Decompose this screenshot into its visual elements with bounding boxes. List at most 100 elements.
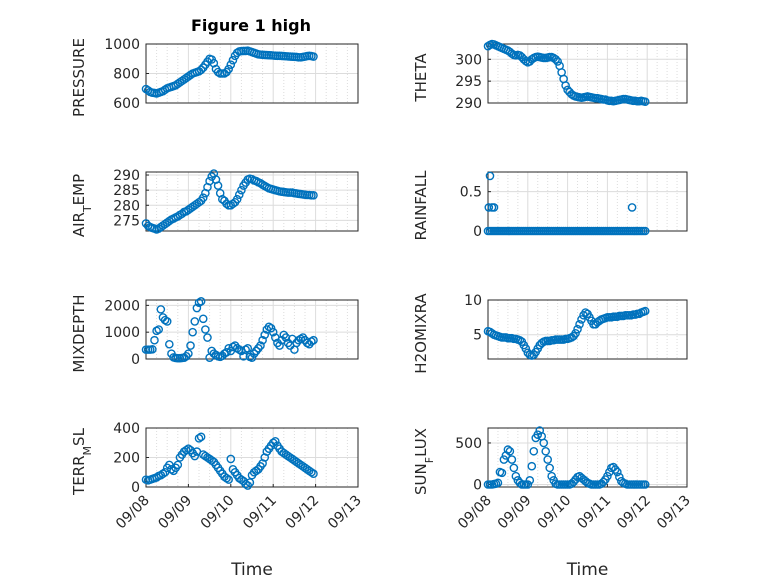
data-point bbox=[256, 178, 265, 188]
data-point bbox=[307, 467, 316, 477]
data-series bbox=[483, 306, 650, 360]
data-series bbox=[141, 297, 318, 363]
data-series bbox=[483, 171, 650, 236]
data-point bbox=[505, 446, 515, 456]
data-point bbox=[268, 327, 278, 337]
data-point bbox=[218, 194, 227, 204]
data-point bbox=[615, 472, 624, 482]
data-point bbox=[485, 171, 495, 181]
y-tick-label: 2000 bbox=[104, 298, 140, 314]
data-point bbox=[177, 209, 187, 219]
data-point bbox=[162, 317, 172, 326]
y-axis-label: TERRMSL bbox=[70, 427, 94, 496]
data-point bbox=[173, 212, 183, 221]
data-point bbox=[222, 473, 231, 483]
axes-box bbox=[145, 171, 359, 232]
data-point bbox=[309, 190, 318, 200]
y-axis-label: MIXDEPTH bbox=[70, 294, 88, 372]
data-point bbox=[527, 461, 537, 471]
data-point bbox=[484, 203, 494, 212]
y-tick-label: 200 bbox=[113, 451, 140, 467]
data-point bbox=[186, 341, 195, 350]
data-point bbox=[196, 65, 206, 75]
data-point bbox=[167, 464, 176, 474]
data-point bbox=[577, 315, 586, 324]
data-series bbox=[141, 432, 318, 490]
data-point bbox=[184, 349, 193, 358]
y-tick-label: 290 bbox=[455, 96, 482, 112]
y-axis-label: SUNFLUX bbox=[412, 428, 436, 495]
data-point bbox=[190, 451, 200, 461]
data-point bbox=[198, 193, 208, 203]
x-axis-label: Time bbox=[230, 560, 273, 580]
data-point bbox=[260, 330, 270, 340]
data-point bbox=[541, 446, 551, 456]
data-point bbox=[194, 434, 204, 443]
y-tick-label: 0 bbox=[131, 480, 140, 496]
data-point bbox=[545, 463, 554, 473]
y-tick-label: 1000 bbox=[104, 325, 140, 341]
data-point bbox=[493, 478, 503, 488]
data-point bbox=[309, 335, 318, 345]
data-point bbox=[148, 345, 157, 354]
data-point bbox=[499, 455, 509, 464]
data-point bbox=[196, 432, 206, 442]
y-axis-label-tail: EMP bbox=[70, 174, 88, 205]
subplot-theta: 290 295 300 THETA bbox=[412, 39, 688, 112]
subplot-pressure: 600 800 1000 PRESSURE bbox=[70, 37, 359, 117]
y-tick-label: 280 bbox=[113, 198, 140, 214]
data-point bbox=[194, 197, 204, 207]
data-point bbox=[551, 54, 560, 64]
data-point bbox=[258, 335, 267, 345]
y-tick-label: 275 bbox=[113, 213, 140, 229]
data-point bbox=[154, 325, 164, 334]
data-point bbox=[237, 475, 246, 484]
data-point bbox=[188, 327, 197, 337]
axes-box bbox=[145, 299, 359, 360]
y-tick-label: 295 bbox=[455, 74, 482, 90]
y-tick-label: 0 bbox=[131, 352, 140, 368]
data-point bbox=[203, 333, 212, 342]
data-point bbox=[196, 297, 206, 306]
data-point bbox=[271, 436, 280, 446]
data-point bbox=[543, 455, 553, 464]
y-tick-label: 10 bbox=[464, 293, 482, 309]
data-point bbox=[222, 199, 231, 209]
data-point bbox=[523, 480, 533, 489]
data-point bbox=[165, 339, 174, 349]
data-point bbox=[228, 55, 238, 65]
data-point bbox=[535, 426, 545, 435]
data-point bbox=[243, 343, 253, 353]
data-point bbox=[224, 475, 233, 484]
y-tick-label: 285 bbox=[113, 183, 140, 199]
subplot-rainfall: 0 0.5 RAINFALL bbox=[412, 170, 688, 240]
data-point bbox=[226, 60, 236, 69]
y-tick-label: 0 bbox=[473, 224, 482, 240]
data-point bbox=[627, 203, 637, 212]
data-point bbox=[611, 465, 620, 474]
data-point bbox=[511, 471, 521, 481]
y-tick-label: 0.5 bbox=[460, 185, 482, 201]
y-tick-label: 5 bbox=[473, 328, 482, 344]
data-point bbox=[489, 203, 499, 212]
data-series bbox=[141, 169, 318, 234]
data-point bbox=[165, 216, 174, 226]
data-point bbox=[640, 97, 650, 106]
y-tick-label: 400 bbox=[113, 421, 140, 437]
y-axis-label-tail: LUX bbox=[412, 428, 430, 457]
y-tick-label: 290 bbox=[113, 168, 140, 184]
y-tick-label: 0 bbox=[473, 478, 482, 494]
data-point bbox=[599, 477, 608, 487]
data-point bbox=[525, 476, 535, 485]
data-point bbox=[251, 466, 261, 476]
subplot-h2omixra: 5 10 H2OMIXRA bbox=[412, 293, 688, 374]
data-point bbox=[241, 479, 250, 489]
data-point bbox=[150, 335, 159, 345]
data-point bbox=[507, 49, 517, 58]
data-point bbox=[640, 306, 650, 316]
x-axis-label: Time bbox=[566, 560, 609, 580]
data-point bbox=[553, 57, 562, 66]
